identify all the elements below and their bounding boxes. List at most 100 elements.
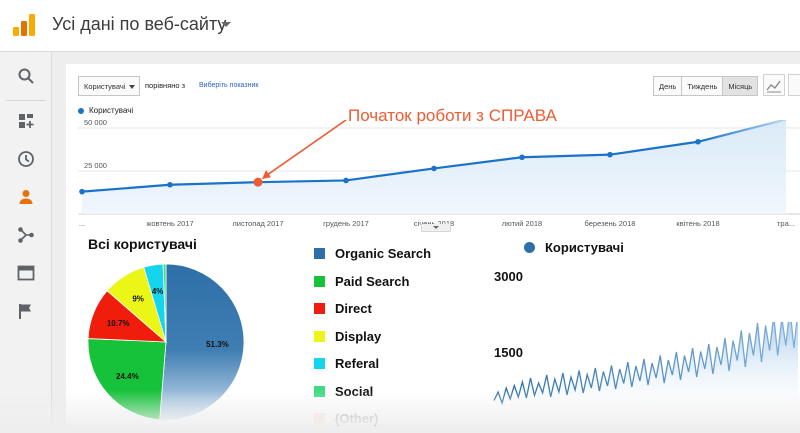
property-title[interactable]: Усі дані по веб-сайту [52, 14, 227, 34]
period-day-button[interactable]: День [653, 76, 683, 96]
x-tick-label: тра... [777, 219, 795, 228]
search-icon [18, 68, 34, 84]
sidebar-item-conversions[interactable] [0, 292, 52, 330]
annotation-arrowhead [262, 170, 271, 180]
legend-item: Organic Search [314, 240, 431, 268]
sidebar-item-customization[interactable] [0, 102, 52, 140]
chevron-down-icon [129, 85, 135, 89]
series-dot [78, 107, 84, 114]
pie-data-label: 51.3% [206, 340, 229, 349]
top-bar: Усі дані по веб-сайту [0, 0, 800, 52]
legend-label: Direct [335, 301, 372, 317]
legend-item: Social [314, 378, 431, 406]
legend-item: Direct [314, 295, 431, 323]
chevron-down-icon[interactable] [221, 22, 231, 27]
traffic-pie-chart: 51.3% 24.4% 10.7% 9% 4% [87, 263, 245, 421]
data-point [695, 138, 701, 145]
pie-data-label: 4% [152, 287, 164, 296]
period-month-button[interactable]: Місяць [722, 76, 759, 96]
users-line-chart: 50 000 25 000... жовтень 2017 листопад 2017… [78, 120, 800, 228]
pie-data-label: 10.7% [107, 319, 130, 328]
line-chart-icon [766, 80, 781, 93]
users-trend-legend: Користувачі [524, 240, 624, 255]
highlight-point [253, 177, 263, 187]
sidebar-item-realtime[interactable] [0, 140, 52, 178]
select-metric-link[interactable]: Виберіть показник [199, 82, 259, 89]
legend-label: Paid Search [335, 273, 410, 289]
users-trend-chart [493, 322, 798, 422]
series-dot [524, 242, 535, 253]
y-tick-label: 50 000 [84, 120, 107, 127]
legend-swatch [314, 385, 325, 397]
pie-data-label: 24.4% [116, 372, 139, 381]
pie-slice [162, 263, 167, 343]
clock-icon [18, 151, 34, 167]
sidebar-divider [6, 100, 46, 101]
legend-item: (Other) [314, 405, 431, 433]
report-panel: Користувачі порівняно з Виберіть показни… [66, 64, 800, 426]
x-tick-label: лютий 2018 [502, 219, 542, 228]
legend-swatch [314, 275, 325, 287]
period-week-button[interactable]: Тиждень [681, 76, 724, 96]
y-tick-label: 1500 [494, 345, 523, 360]
line-chart-legend: Користувачі [78, 106, 133, 115]
sidebar-item-acquisition[interactable] [0, 216, 52, 254]
legend-swatch [314, 413, 325, 425]
x-tick-label: січень 2018 [414, 219, 454, 228]
chart-options-button[interactable] [788, 74, 800, 96]
legend-item: Paid Search [314, 268, 431, 296]
pie-slice [159, 263, 245, 421]
line-chart-button[interactable] [763, 74, 785, 96]
analytics-logo-icon [13, 14, 35, 36]
chevron-down-icon [433, 226, 439, 229]
pie-data-label: 9% [132, 295, 144, 304]
collapse-chart-toggle[interactable] [421, 224, 451, 232]
legend-label: Користувачі [89, 106, 134, 115]
data-point [431, 165, 437, 172]
pie-title: Всі користувачі [88, 236, 197, 252]
x-tick-label: листопад 2017 [232, 219, 283, 228]
flag-icon [19, 304, 31, 319]
sidebar-item-audience[interactable] [0, 178, 52, 216]
legend-label: Користувачі [545, 240, 624, 255]
behavior-icon [17, 265, 35, 281]
legend-label: Social [335, 383, 374, 399]
series-area [82, 120, 786, 214]
series-line [493, 322, 798, 406]
compare-label: порівняно з [145, 81, 186, 90]
data-point [343, 177, 349, 184]
legend-item: Referal [314, 350, 431, 378]
sidebar [0, 52, 52, 425]
legend-swatch [314, 248, 325, 260]
legend-label: Referal [335, 356, 380, 372]
acquisition-icon [18, 227, 34, 243]
y-tick-label: 25 000 [84, 161, 107, 170]
x-tick-label: жовтень 2017 [146, 219, 193, 228]
sidebar-item-behavior[interactable] [0, 254, 52, 292]
legend-swatch [314, 303, 325, 315]
legend-label: Organic Search [335, 246, 432, 262]
period-toggle: День Тиждень Місяць [653, 76, 759, 96]
legend-swatch [314, 330, 325, 342]
legend-swatch [314, 358, 325, 370]
legend-item: Display [314, 323, 431, 351]
x-tick-label: квітень 2018 [676, 219, 719, 228]
metric-select[interactable]: Користувачі [78, 76, 140, 96]
channel-legend: Organic Search Paid Search Direct Display Re… [314, 240, 431, 433]
data-point [167, 181, 173, 188]
dashboard-icon [19, 114, 34, 128]
x-tick-label: ... [79, 219, 85, 228]
data-point [607, 151, 613, 158]
data-point [519, 154, 525, 161]
legend-label: (Other) [335, 411, 379, 427]
x-tick-label: березень 2018 [585, 219, 636, 228]
person-icon [19, 190, 33, 204]
data-point [79, 188, 85, 195]
annotation-text: Початок роботи з СПРАВА [348, 106, 557, 125]
annotation-arrow-line [263, 120, 347, 178]
x-tick-label: грудень 2017 [323, 219, 369, 228]
y-tick-label: 3000 [494, 269, 523, 284]
metric-select-label: Користувачі [84, 82, 126, 91]
sidebar-item-search[interactable] [0, 57, 52, 95]
legend-label: Display [335, 328, 382, 344]
